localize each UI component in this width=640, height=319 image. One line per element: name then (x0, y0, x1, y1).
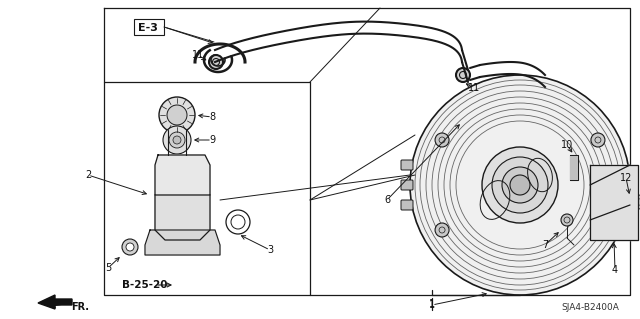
Text: B-25-20: B-25-20 (122, 280, 168, 290)
Circle shape (492, 157, 548, 213)
Circle shape (456, 68, 470, 82)
Circle shape (122, 239, 138, 255)
Circle shape (482, 147, 558, 223)
FancyBboxPatch shape (401, 200, 413, 210)
Circle shape (435, 223, 449, 237)
Polygon shape (590, 165, 638, 240)
Polygon shape (145, 230, 220, 255)
Text: 5: 5 (105, 263, 111, 273)
Circle shape (209, 55, 223, 69)
Text: E-3: E-3 (138, 23, 158, 33)
Text: 11: 11 (468, 83, 480, 93)
Circle shape (126, 243, 134, 251)
Text: 9: 9 (209, 135, 215, 145)
Circle shape (624, 222, 634, 232)
Circle shape (594, 172, 604, 182)
Circle shape (410, 75, 630, 295)
Circle shape (594, 222, 604, 232)
Circle shape (597, 185, 631, 219)
Text: SJA4-B2400A: SJA4-B2400A (561, 303, 619, 313)
Polygon shape (155, 195, 210, 240)
Circle shape (167, 105, 187, 125)
Polygon shape (155, 155, 210, 195)
Text: 4: 4 (612, 265, 618, 275)
FancyBboxPatch shape (401, 160, 413, 170)
Circle shape (435, 133, 449, 147)
Text: 8: 8 (209, 112, 215, 122)
Text: 11: 11 (192, 50, 204, 60)
FancyBboxPatch shape (401, 180, 413, 190)
Circle shape (510, 175, 530, 195)
Circle shape (561, 214, 573, 226)
Text: 7: 7 (542, 240, 548, 250)
Circle shape (159, 97, 195, 133)
Polygon shape (38, 295, 72, 309)
Circle shape (603, 191, 625, 213)
Circle shape (631, 195, 640, 209)
Circle shape (591, 133, 605, 147)
Circle shape (624, 172, 634, 182)
Text: 10: 10 (561, 140, 573, 150)
Text: 1: 1 (429, 300, 435, 310)
Text: 2: 2 (85, 170, 91, 180)
Text: 12: 12 (620, 173, 632, 183)
Text: 3: 3 (267, 245, 273, 255)
Circle shape (169, 132, 185, 148)
Polygon shape (570, 155, 578, 180)
Circle shape (163, 126, 191, 154)
Text: FR.: FR. (71, 302, 89, 312)
Circle shape (591, 223, 605, 237)
Circle shape (173, 136, 181, 144)
Text: 1: 1 (429, 299, 435, 309)
Circle shape (502, 167, 538, 203)
Text: 6: 6 (384, 195, 390, 205)
